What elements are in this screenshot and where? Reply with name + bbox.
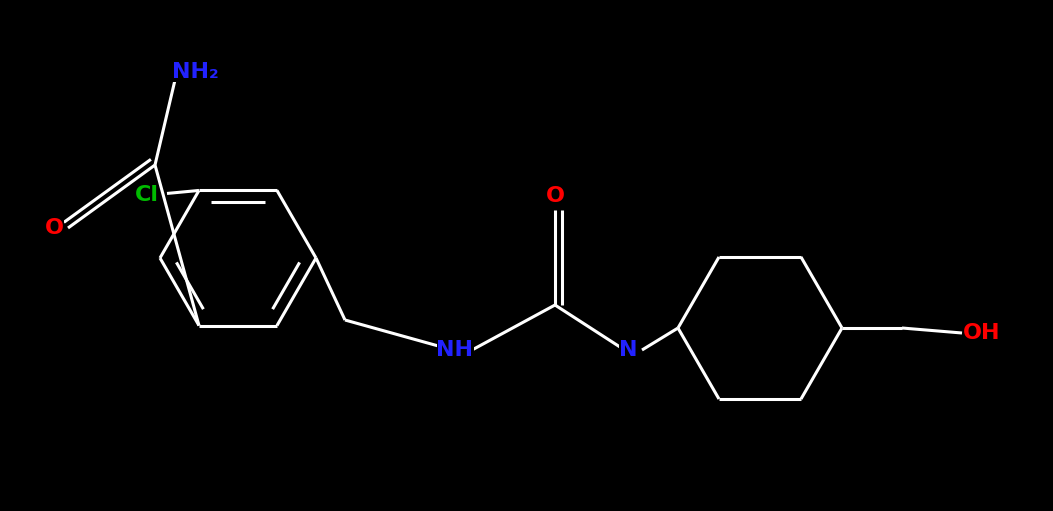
Text: NH: NH	[437, 340, 474, 360]
Text: O: O	[545, 186, 564, 206]
Text: OH: OH	[963, 323, 1000, 343]
Text: NH₂: NH₂	[172, 62, 218, 82]
Text: Cl: Cl	[135, 185, 159, 205]
Text: N: N	[619, 340, 637, 360]
Text: O: O	[44, 218, 63, 238]
